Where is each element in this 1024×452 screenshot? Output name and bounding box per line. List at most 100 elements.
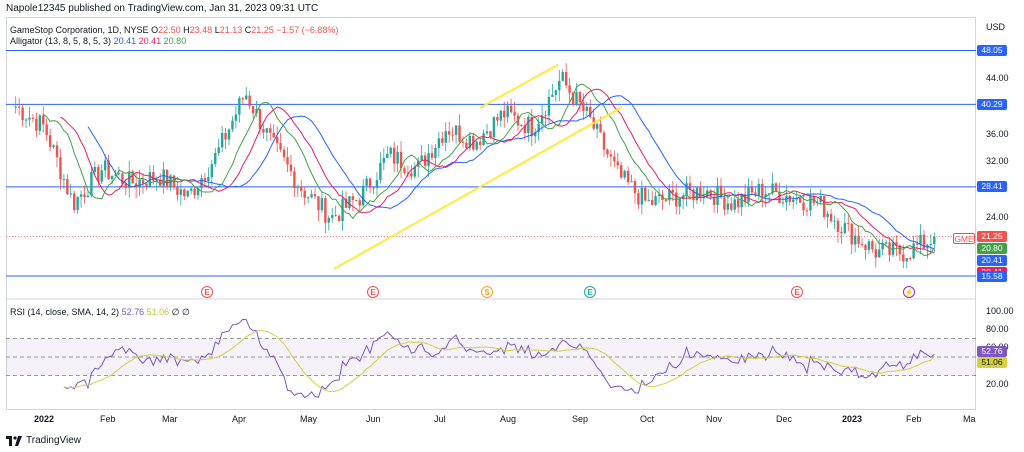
candle-body — [210, 164, 214, 178]
candle-body — [227, 129, 231, 140]
candle-body — [726, 203, 730, 210]
candle-body — [35, 118, 38, 131]
candle-body — [420, 155, 423, 161]
candle-body — [489, 131, 492, 138]
open-value: 22.50 — [158, 25, 181, 35]
candle-body — [754, 192, 757, 196]
time-axis-label: Oct — [640, 414, 655, 424]
candle-body — [42, 115, 45, 125]
candle-body — [750, 187, 754, 193]
time-axis-label: Nov — [706, 414, 723, 424]
candle-body — [805, 210, 809, 212]
candle-body — [461, 141, 465, 143]
candle-body — [179, 189, 183, 195]
price-chart[interactable] — [6, 17, 976, 410]
candle-body — [447, 131, 451, 135]
candle-body — [38, 115, 42, 131]
candle-body — [764, 194, 767, 197]
candle-body — [736, 199, 740, 208]
candle-body — [774, 183, 778, 192]
candle-body — [21, 107, 24, 120]
candle-body — [327, 218, 330, 223]
candle-body — [386, 153, 389, 158]
candle-body — [300, 186, 303, 191]
earnings-event-icon[interactable]: E — [791, 286, 803, 298]
candle-body — [664, 199, 668, 201]
candle-body — [279, 143, 282, 150]
candle-body — [792, 199, 795, 203]
candle-body — [83, 194, 86, 198]
candle-body — [396, 151, 399, 164]
candle-body — [671, 189, 675, 193]
earnings-event-icon[interactable]: E — [201, 286, 213, 298]
candle-body — [399, 151, 403, 169]
candle-body — [551, 94, 554, 98]
candle-body — [423, 155, 427, 166]
candle-body — [313, 194, 317, 197]
candle-body — [743, 194, 747, 203]
candle-body — [234, 114, 238, 121]
candle-body — [361, 185, 365, 206]
candle-body — [630, 181, 633, 183]
close-value: 21.25 — [251, 25, 274, 35]
candle-body — [62, 179, 66, 181]
candle-body — [107, 160, 110, 180]
candle-body — [650, 199, 654, 205]
footer-brand-label: TradingView — [26, 435, 82, 446]
candle-body — [406, 172, 410, 174]
candle-body — [644, 187, 647, 201]
candle-body — [492, 117, 496, 138]
candle-body — [637, 193, 640, 205]
candle-body — [141, 179, 145, 184]
candle-body — [843, 223, 847, 234]
candle-body — [465, 142, 468, 149]
candle-body — [602, 132, 606, 150]
candle-body — [382, 157, 386, 163]
split-event-icon[interactable]: ⚡ — [903, 286, 915, 298]
candle-body — [145, 183, 148, 187]
candle-body — [933, 236, 936, 245]
channel-lower-line — [333, 106, 623, 270]
candle-body — [853, 235, 857, 245]
candle-body — [692, 189, 695, 201]
rsi-legend[interactable]: RSI (14, close, SMA, 14, 2) 52.76 51.06 … — [10, 307, 190, 318]
earnings-event-icon[interactable]: E — [584, 286, 596, 298]
candle-body — [798, 197, 802, 203]
time-axis-label: Apr — [232, 414, 247, 424]
candle-body — [341, 198, 344, 222]
candle-body — [331, 215, 334, 219]
candle-body — [289, 164, 293, 172]
dividend-event-icon[interactable]: $ — [481, 286, 493, 298]
candle-body — [582, 102, 585, 111]
candle-body — [716, 185, 719, 205]
high-label: H — [183, 25, 190, 35]
footer-brand[interactable]: TradingView — [6, 435, 81, 446]
candle-body — [214, 153, 217, 165]
earnings-event-icon[interactable]: E — [367, 286, 379, 298]
candle-body — [616, 161, 619, 166]
candle-body — [348, 196, 351, 208]
candle-body — [709, 190, 712, 197]
candle-body — [699, 187, 702, 199]
candle-body — [454, 125, 458, 135]
candle-body — [203, 178, 207, 182]
candle-body — [523, 125, 527, 134]
candle-body — [124, 183, 128, 188]
candle-body — [867, 241, 871, 250]
candle-body — [103, 160, 107, 171]
candle-body — [781, 202, 785, 204]
candle-body — [640, 187, 644, 205]
candle-body — [73, 193, 76, 210]
candle-body — [275, 137, 279, 144]
candle-body — [427, 153, 430, 166]
candle-body — [685, 183, 688, 196]
candle-body — [723, 197, 726, 210]
candle-body — [296, 186, 300, 189]
alligator-legend[interactable]: Alligator (13, 8, 5, 8, 5, 3) 20.41 20.4… — [10, 36, 186, 47]
candle-body — [31, 117, 35, 119]
time-axis-label: 2023 — [842, 414, 863, 424]
candle-body — [379, 162, 382, 181]
symbol-label[interactable]: GameStop Corporation, 1D, NYSE — [10, 25, 149, 35]
candle-body — [255, 108, 258, 114]
alligator-lips-value: 20.80 — [163, 36, 187, 46]
